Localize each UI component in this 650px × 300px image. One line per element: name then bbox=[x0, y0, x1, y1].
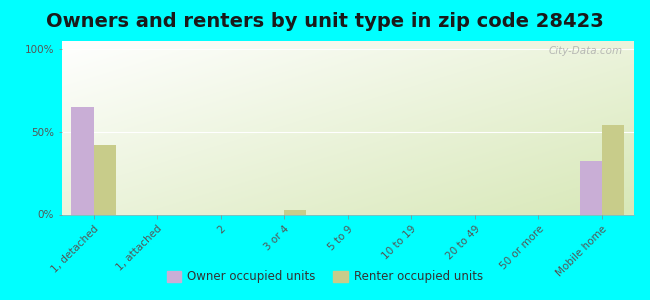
Bar bbox=[284, 209, 306, 214]
Text: Owners and renters by unit type in zip code 28423: Owners and renters by unit type in zip c… bbox=[46, 12, 604, 31]
Bar bbox=[94, 145, 116, 214]
Text: City-Data.com: City-Data.com bbox=[548, 46, 622, 56]
Bar bbox=[580, 161, 602, 214]
Legend: Owner occupied units, Renter occupied units: Owner occupied units, Renter occupied un… bbox=[162, 266, 488, 288]
Bar bbox=[72, 107, 94, 214]
Bar bbox=[602, 125, 624, 214]
